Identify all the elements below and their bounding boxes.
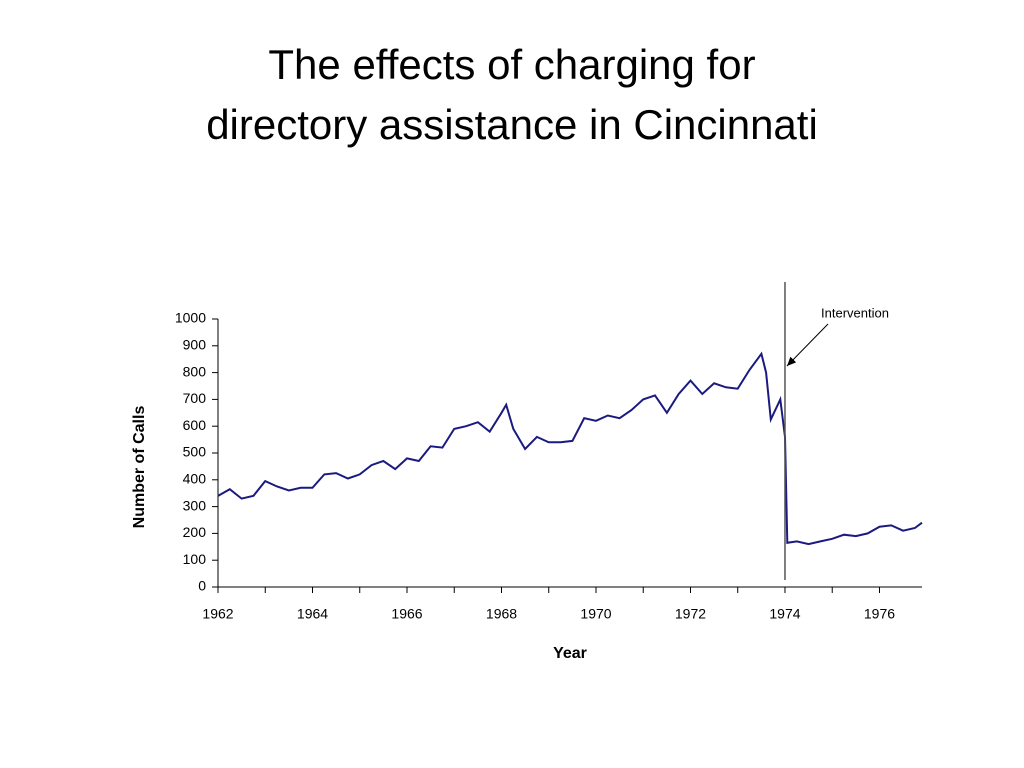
- title-part: The effects of charging for: [268, 41, 755, 88]
- x-tick-label: 1972: [675, 606, 706, 622]
- y-tick-label: 0: [198, 578, 206, 594]
- annotation: Intervention: [821, 305, 889, 320]
- y-tick-label: 600: [183, 417, 207, 433]
- x-tick-label: 1970: [580, 606, 611, 622]
- x-tick-label: 1966: [391, 606, 422, 622]
- y-tick-label: 300: [183, 497, 207, 513]
- data-line: [217, 351, 923, 546]
- title-line: directory assistance in Cincinnati: [206, 101, 818, 148]
- x-tick-label: 1964: [297, 606, 328, 622]
- y-tick-label: 800: [183, 363, 207, 379]
- title-part: directory assistance in Cincinnati: [206, 101, 818, 148]
- x-tick-label: 1962: [202, 606, 233, 622]
- x-axis-label: Year: [553, 645, 587, 662]
- annotation-arrow: [786, 323, 829, 367]
- y-tick-label: 200: [183, 524, 207, 540]
- y-tick-label: 400: [183, 471, 207, 487]
- y-tick-label: 900: [183, 337, 207, 353]
- title-line: The effects of charging for: [268, 41, 755, 88]
- x-tick-label: 1974: [769, 606, 800, 622]
- y-tick-label: 1000: [175, 310, 206, 326]
- y-axis-label: Number of Calls: [131, 406, 148, 529]
- y-tick-label: 100: [183, 551, 207, 567]
- x-tick-label: 1976: [864, 606, 895, 622]
- y-tick-label: 500: [183, 444, 207, 460]
- y-tick-label: 700: [183, 390, 207, 406]
- x-tick-label: 1968: [486, 606, 517, 622]
